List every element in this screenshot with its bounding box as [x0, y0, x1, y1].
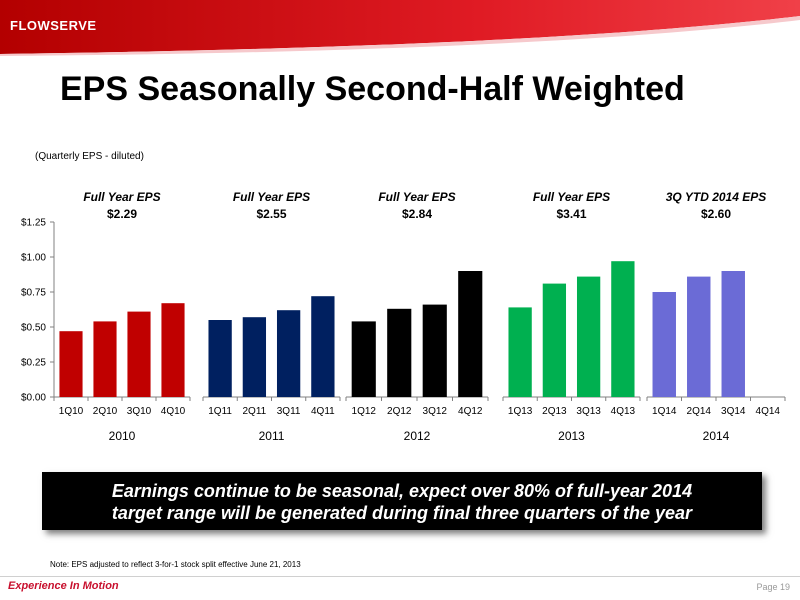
callout-line-1: Earnings continue to be seasonal, expect… [111, 481, 693, 501]
x-tick-label: 1Q13 [508, 406, 533, 417]
x-tick-label: 1Q10 [59, 406, 84, 417]
x-tick-label: 1Q14 [652, 406, 677, 417]
group-header-value: $2.29 [107, 207, 137, 221]
group-header-title: Full Year EPS [378, 190, 455, 204]
y-tick-label: $0.00 [21, 393, 46, 404]
x-tick-label: 2Q11 [243, 406, 267, 417]
group-header-title: Full Year EPS [83, 190, 160, 204]
footnote: Note: EPS adjusted to reflect 3-for-1 st… [50, 560, 301, 569]
x-tick-label: 2Q12 [387, 406, 412, 417]
x-tick-label: 4Q11 [311, 406, 335, 417]
x-tick-label: 4Q10 [161, 406, 186, 417]
year-label-2012: 2012 [404, 429, 431, 443]
x-tick-label: 1Q12 [352, 406, 377, 417]
x-tick-label: 4Q13 [611, 406, 636, 417]
x-tick-label: 3Q10 [127, 406, 152, 417]
x-tick-label: 4Q14 [756, 406, 781, 417]
x-tick-label: 1Q11 [208, 406, 232, 417]
x-tick-label: 4Q12 [458, 406, 483, 417]
bar-4q12 [458, 271, 483, 397]
x-tick-label: 2Q14 [687, 406, 712, 417]
y-tick-label: $1.25 [21, 218, 46, 229]
bar-1q13 [508, 307, 532, 397]
bar-1q14 [652, 292, 676, 397]
x-tick-label: 3Q14 [721, 406, 746, 417]
footer-divider [0, 576, 800, 577]
bar-3q12 [422, 304, 447, 397]
group-header-value: $3.41 [556, 207, 586, 221]
bar-3q13 [576, 276, 601, 397]
bar-2q10 [93, 321, 117, 397]
bar-2q13 [542, 283, 567, 397]
y-tick-label: $0.75 [21, 288, 46, 299]
year-label-2010: 2010 [109, 429, 136, 443]
header-banner [0, 0, 800, 56]
bar-3q10 [127, 311, 151, 397]
bar-4q13 [611, 261, 635, 397]
year-label-2011: 2011 [259, 429, 285, 443]
x-tick-label: 3Q13 [576, 406, 601, 417]
group-header-value: $2.60 [701, 207, 731, 221]
bar-2q14 [687, 276, 711, 397]
bar-1q12 [351, 321, 376, 397]
eps-bar-chart: $0.00 $0.25 $0.50 $0.75 $1.00 $1.25 1Q10 2Q10 3Q… [21, 190, 786, 443]
callout-line-2: target range will be generated during fi… [111, 503, 693, 523]
bar-4q11 [311, 296, 335, 397]
group-header-title: Full Year EPS [233, 190, 310, 204]
chart-subtitle: (Quarterly EPS - diluted) [35, 151, 144, 162]
y-tick-label: $0.50 [21, 323, 46, 334]
y-tick-label: $1.00 [21, 253, 46, 264]
y-tick-label: $0.25 [21, 358, 46, 369]
x-tick-label: 3Q11 [277, 406, 301, 417]
group-header-title: Full Year EPS [533, 190, 610, 204]
tagline: Experience In Motion [8, 580, 119, 592]
flowserve-logo: FLOWSERVE [10, 18, 97, 33]
page-title: EPS Seasonally Second-Half Weighted [60, 70, 685, 108]
x-tick-label: 2Q10 [93, 406, 118, 417]
bar-2q11 [242, 317, 267, 397]
bar-2q12 [387, 308, 412, 397]
x-tick-label: 3Q12 [423, 406, 448, 417]
x-tick-label: 2Q13 [542, 406, 567, 417]
page-number: Page 19 [756, 582, 790, 592]
group-header-title: 3Q YTD 2014 EPS [666, 190, 767, 204]
year-label-2013: 2013 [558, 429, 585, 443]
year-label-2014: 2014 [703, 429, 730, 443]
bar-1q11 [208, 320, 232, 397]
bar-3q14 [721, 271, 745, 397]
bar-1q10 [59, 331, 83, 397]
group-header-value: $2.55 [256, 207, 286, 221]
bar-3q11 [276, 310, 301, 397]
bar-4q10 [161, 303, 185, 397]
group-header-value: $2.84 [402, 207, 432, 221]
key-message-callout: Earnings continue to be seasonal, expect… [42, 472, 762, 530]
